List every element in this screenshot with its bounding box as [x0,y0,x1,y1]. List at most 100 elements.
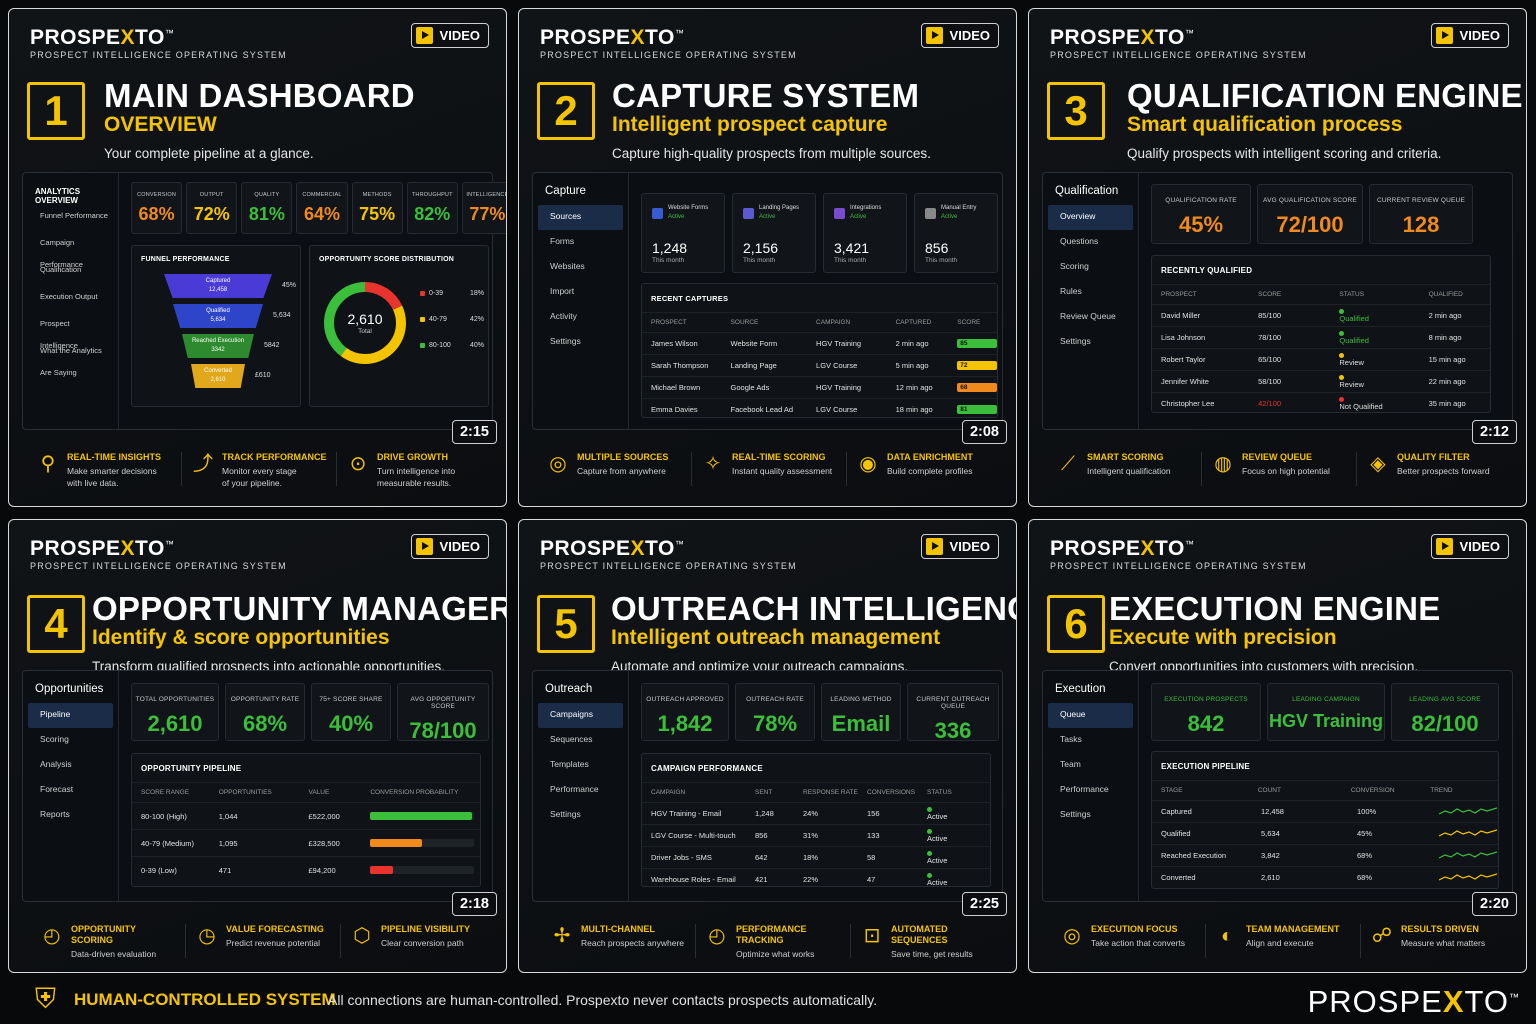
score-cell: 72 [957,361,997,370]
legend-dot [420,316,425,322]
feature-desc: Better prospects forward [1397,466,1490,476]
kpi-label: OUTPUT [199,192,224,198]
table-row[interactable]: Driver Jobs - SMS 642 18% 58 Active [642,846,990,868]
sidebar-item-forms[interactable]: Forms [550,236,575,246]
feature-desc: Reach prospects anywhere [581,938,685,948]
column-header: RESPONSE RATE [803,789,858,796]
table-row[interactable]: Captured 12,458 100% [1152,800,1498,822]
kpi-intelligence: INTELLIGENCE 77% [461,182,506,234]
sidebar-item-review-queue[interactable]: Review Queue [1060,311,1116,321]
table-row[interactable]: 0-39 (Low) 471 £94,200 [132,856,480,883]
sidebar-item-performance[interactable]: Performance [1060,784,1109,794]
sidebar-item-funnel-performance[interactable]: Funnel Performance [40,211,108,220]
sidebar-item-sequences[interactable]: Sequences [550,734,593,744]
sidebar-item-import[interactable]: Import [550,286,575,296]
sidebar-item-overview[interactable]: Overview [1048,205,1133,230]
source-card-0[interactable]: Website Forms Active 1,248 This month [641,193,725,273]
table-row[interactable]: David Miller 85/100 Qualified 2 min ago [1152,304,1490,326]
video-button[interactable]: VIDEO [1430,23,1509,48]
play-icon [1435,27,1453,44]
video-button[interactable]: VIDEO [410,534,489,559]
sidebar-item-scoring[interactable]: Scoring [1060,261,1089,271]
sidebar-item-pipeline[interactable]: Pipeline [28,703,113,728]
table-row[interactable]: Lisa Johnson 78/100 Qualified 8 min ago [1152,326,1490,348]
status-text: Qualified [1339,313,1369,323]
conversion-probability-cell [370,812,480,820]
sidebar-item-tasks[interactable]: Tasks [1060,734,1082,744]
source-icon [925,208,936,219]
sidebar-item-scoring[interactable]: Scoring [40,734,69,744]
sidebar-item-activity[interactable]: Activity [550,311,577,321]
sidebar-item-settings[interactable]: Settings [1060,809,1091,819]
source-card-2[interactable]: Integrations Active 3,421 This month [823,193,907,273]
table-row[interactable]: Sarah Thompson Landing Page LGV Course 5 mi… [642,354,997,376]
sidebar-item-reports[interactable]: Reports [40,809,70,819]
feature-quality-filter: ◈ QUALITY FILTER Better prospects forward [1365,452,1505,486]
sidebar-item-settings[interactable]: Settings [550,336,581,346]
feature-data-enrichment: ◉ DATA ENRICHMENT Build complete profiles [855,452,995,486]
table-row[interactable]: James Wilson Website Form HGV Training 2 mi… [642,332,997,354]
source-card-3[interactable]: Manual Entry Active 856 This month [914,193,998,273]
cell: Driver Jobs - SMS [651,853,712,862]
sidebar-item-campaign-performance[interactable]: Campaign Performance [40,238,83,269]
kpi-value: 77% [469,204,506,224]
cell: 40-79 (Medium) [141,838,194,848]
table-row[interactable]: Reached Execution 3,842 68% [1152,844,1498,866]
video-button[interactable]: VIDEO [1430,534,1509,559]
table-row[interactable]: 80-100 (High) 1,044 £522,000 [132,802,480,829]
sidebar-item-performance[interactable]: Performance [550,784,599,794]
table-row[interactable]: Jennifer White 58/100 Review 22 min ago [1152,370,1490,392]
source-icon [652,208,663,219]
video-timer: 2:20 [1471,892,1517,916]
cell: LGV Course [816,361,858,370]
video-button[interactable]: VIDEO [410,23,489,48]
sidebar-item-rules[interactable]: Rules [1060,286,1082,296]
table-row[interactable]: 40-79 (Medium) 1,095 £328,500 [132,829,480,856]
sidebar-item-prospect-intelligence[interactable]: Prospect Intelligence [40,319,78,350]
cell: Sarah Thompson [651,361,709,370]
column-header: SCORE [1258,291,1282,298]
sidebar-item-qualification[interactable]: Qualification [40,265,82,274]
sidebar-item-team[interactable]: Team [1060,759,1081,769]
sidebar-item-settings[interactable]: Settings [1060,336,1091,346]
table-row[interactable]: Emma Davies Facebook Lead Ad LGV Course 18 … [642,398,997,420]
sidebar-item-websites[interactable]: Websites [550,261,585,271]
table-row[interactable]: Michael Brown Google Ads HGV Training 12 mi… [642,376,997,398]
table-row[interactable]: Robert Taylor 65/100 Review 15 min ago [1152,348,1490,370]
table-row[interactable]: LGV Course - Multi-touch 856 31% 133 Active [642,824,990,846]
column-header: STAGE [1161,787,1183,794]
logo: PROSPEXTO™ [30,23,287,48]
table-title: RECENTLY QUALIFIED [1161,266,1253,275]
table-row[interactable]: Warehouse Roles - Email 421 22% 47 Active [642,868,990,890]
sidebar-item-questions[interactable]: Questions [1060,236,1099,246]
table-row[interactable]: Qualified 5,634 45% [1152,822,1498,844]
feature-desc: Make smarter decisions [67,466,157,476]
table-title: EXECUTION PIPELINE [1161,762,1250,771]
probability-fill [370,839,423,847]
table-row[interactable]: Converted 2,610 68% [1152,866,1498,888]
sidebar-item-sources[interactable]: Sources [538,205,623,230]
sidebar-item-queue[interactable]: Queue [1048,703,1133,728]
kpi-2: CURRENT REVIEW QUEUE 128 [1369,184,1473,244]
video-button[interactable]: VIDEO [920,534,999,559]
sidebar-item-execution-output[interactable]: Execution Output [40,292,98,301]
video-label: VIDEO [949,28,990,43]
sidebar: Opportunities Pipeline Scoring Analysis Fore… [23,671,119,901]
sidebar-item-what-the-analytics-are-saying[interactable]: What the Analytics Are Saying [40,346,102,377]
module-number: 2 [537,82,595,140]
score-badge: 85 [957,339,997,348]
sidebar-item-forecast[interactable]: Forecast [40,784,74,794]
status-cell: Active [927,850,977,865]
kpi-1: OPPORTUNITY RATE 68% [225,683,305,741]
sidebar-item-templates[interactable]: Templates [550,759,589,769]
distribution-legend-2: 80-100 40% [420,342,484,349]
sidebar-item-settings[interactable]: Settings [550,809,581,819]
sidebar: Execution Queue Tasks Team Performance Settin… [1043,671,1139,901]
table-row[interactable]: HGV Training - Email 1,248 24% 156 Active [642,802,990,824]
table-row[interactable]: Christopher Lee 42/100 Not Qualified 35 min… [1152,392,1490,414]
video-button[interactable]: VIDEO [920,23,999,48]
feature-icon: ⊙ [349,453,367,475]
sidebar-item-analysis[interactable]: Analysis [40,759,72,769]
source-card-1[interactable]: Landing Pages Active 2,156 This month [732,193,816,273]
sidebar-item-campaigns[interactable]: Campaigns [538,703,623,728]
